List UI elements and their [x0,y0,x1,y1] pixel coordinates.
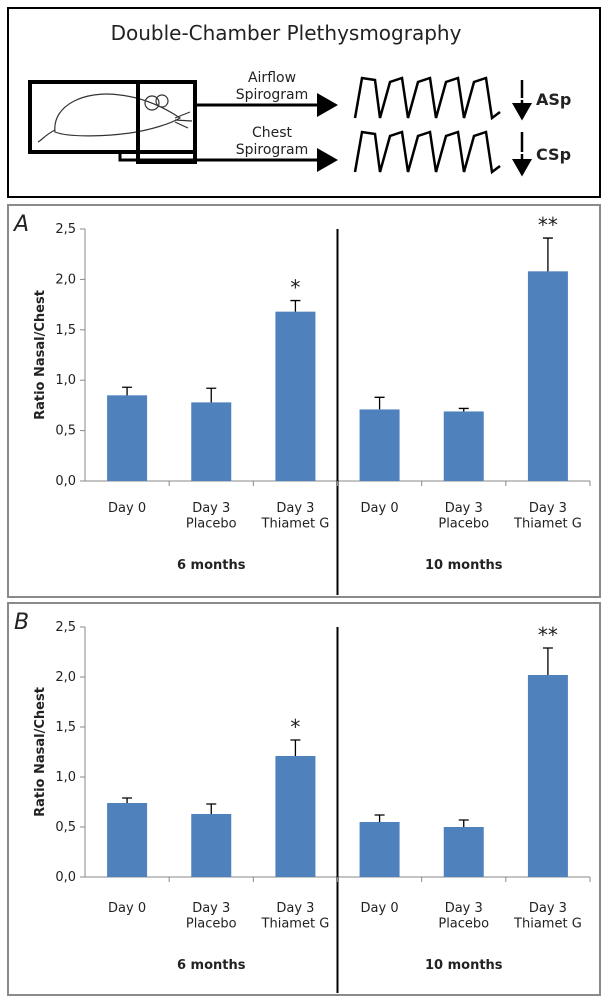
x-tick-label: Day 0 [108,901,146,916]
asp-label: ASp [536,90,571,109]
error-bar [290,299,301,312]
y-tick-label: 2,5 [55,620,76,635]
bar [527,675,568,877]
bar [107,803,148,877]
bar [527,271,568,481]
significance-marker: * [290,275,300,299]
y-axis-label: Ratio Nasal/Chest [33,687,48,817]
bar [443,411,484,481]
chart: B Ratio Nasal/Chest 0,0 0,5 1,0 1,5 2,0 2,5 6 mo… [7,602,601,996]
error-bar [542,647,553,675]
chart-frame [7,602,601,996]
significance-marker: ** [538,213,558,237]
y-axis-label: Ratio Nasal/Chest [33,290,48,420]
chart: A Ratio Nasal/Chest 0,0 0,5 1,0 1,5 2,0 2,5 6 mo… [7,204,601,598]
x-tick-label: Day 0 [108,501,146,516]
x-tick-label: Day 3 Placebo [438,501,489,532]
chamber-head [136,80,197,164]
airflow-label: Airflow Spirogram [236,70,309,103]
y-tick-label: 0,0 [55,474,76,489]
x-tick-label: Day 3 Placebo [438,901,489,932]
y-tick-label: 2,0 [55,272,76,287]
error-bar [458,819,469,827]
bar [359,409,400,481]
bar [275,756,316,877]
group-label: 10 months [425,558,503,573]
diagram-frame [7,7,601,198]
mouse [37,93,193,143]
diagram-title: Double-Chamber Plethysmography [111,21,462,45]
error-bar [122,386,133,396]
x-tick-label: Day 3 Thiamet G [513,901,582,932]
x-tick-label: Day 3 Thiamet G [261,501,330,532]
y-tick-label: 0,5 [55,423,76,438]
panel-label: B [14,610,29,635]
y-tick-label: 2,5 [55,222,76,237]
error-bar [374,396,385,410]
panel-label: A [12,212,29,237]
airflow-wave [353,76,501,121]
chest-wave [353,130,501,175]
error-bar [542,237,553,272]
group-label: 10 months [425,958,503,973]
y-tick-label: 0,5 [55,820,76,835]
group-label: 6 months [177,958,246,973]
bar [359,822,400,877]
diagram: Double-Chamber Plethysmography Airflow Sp… [7,7,601,198]
y-tick-label: 0,0 [55,870,76,885]
error-bar [290,739,301,756]
y-tick-label: 1,0 [55,770,76,785]
significance-marker: * [290,715,300,739]
csp-label: CSp [536,145,571,164]
chest-arrow [118,148,338,172]
chart-frame [7,204,601,598]
group-label: 6 months [177,558,246,573]
bar [275,311,316,481]
significance-marker: ** [538,623,558,647]
x-tick-label: Day 0 [361,501,399,516]
chamber-body [28,80,197,154]
bar [107,395,148,481]
x-tick-label: Day 3 Placebo [186,901,237,932]
chest-label: Chest Spirogram [236,125,309,158]
x-tick-label: Day 0 [361,901,399,916]
y-tick-label: 1,0 [55,373,76,388]
y-tick-label: 1,5 [55,720,76,735]
error-bar [458,407,469,412]
x-tick-label: Day 3 Thiamet G [261,901,330,932]
bar [191,402,232,481]
error-bar [206,387,217,403]
bar [191,814,232,877]
error-bar [122,797,133,803]
bar [443,827,484,877]
x-tick-label: Day 3 Placebo [186,501,237,532]
y-tick-label: 1,5 [55,322,76,337]
y-tick-label: 2,0 [55,670,76,685]
error-bar [374,814,385,822]
error-bar [206,803,217,814]
x-tick-label: Day 3 Thiamet G [513,501,582,532]
